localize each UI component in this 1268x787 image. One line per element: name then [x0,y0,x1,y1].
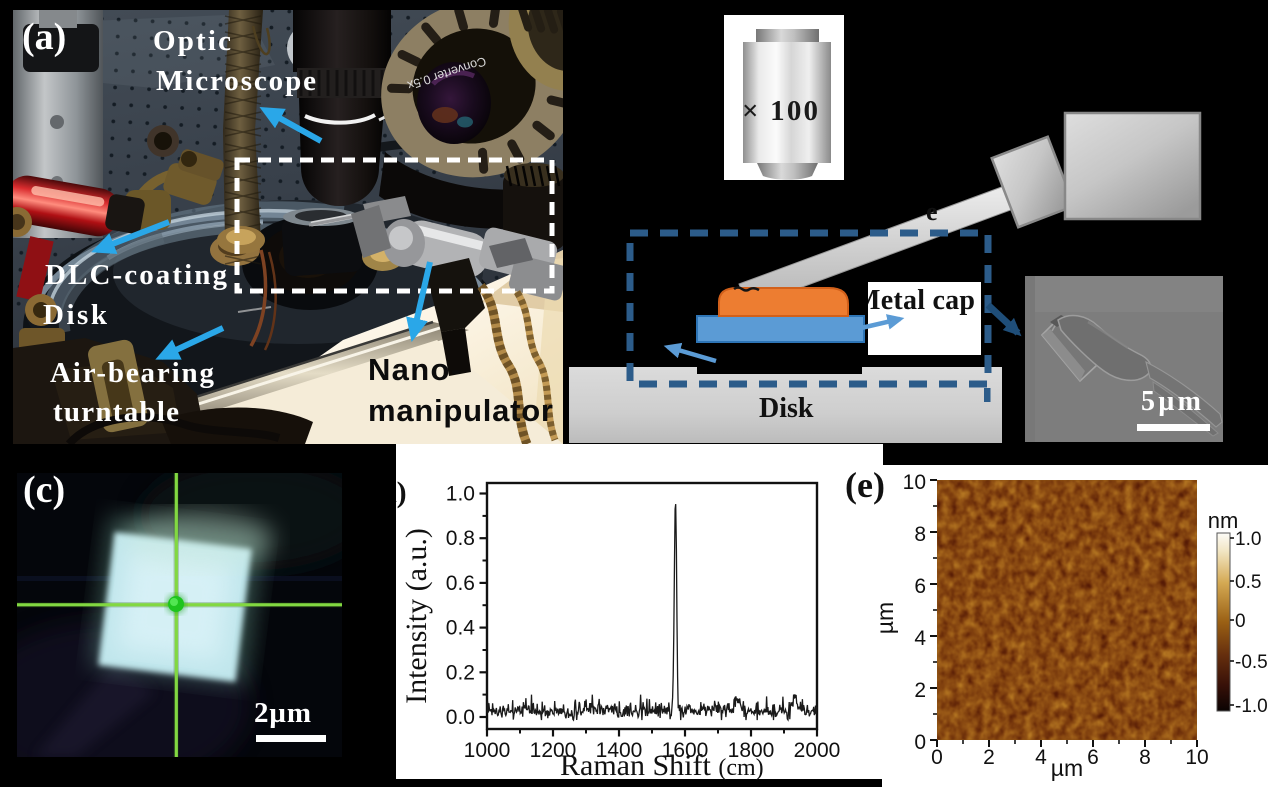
svg-text:(a): (a) [22,16,66,58]
svg-text:Air-bearing: Air-bearing [50,357,215,389]
svg-text:nm: nm [1208,508,1239,533]
svg-text:10: 10 [1185,746,1208,769]
svg-text:0.8: 0.8 [446,527,475,550]
svg-text:10: 10 [903,471,926,494]
svg-text:turntable: turntable [53,396,179,428]
svg-text:DLC-coating: DLC-coating [45,259,228,291]
svg-text:Optic: Optic [153,25,231,57]
svg-text:8: 8 [1139,746,1151,769]
svg-text:Disk: Disk [759,393,814,424]
svg-text:4: 4 [1035,746,1047,769]
svg-text:(e): (e) [845,465,885,505]
svg-text:1200: 1200 [530,739,577,762]
svg-text:e: e [926,197,938,226]
svg-text:µm: µm [872,602,898,634]
svg-text:6: 6 [1087,746,1099,769]
svg-text:0.4: 0.4 [446,617,476,640]
svg-text:0: 0 [1235,611,1246,632]
svg-text:Metal cap: Metal cap [854,285,975,316]
svg-text:5µm: 5µm [1141,386,1201,417]
svg-text:0.2: 0.2 [446,661,475,684]
svg-text:Microscope: Microscope [156,65,316,97]
svg-text:0.6: 0.6 [446,572,475,595]
svg-text:Intensity (a.u.): Intensity (a.u.) [400,528,433,704]
svg-text:manipulator: manipulator [368,393,553,428]
svg-text:0.0: 0.0 [446,706,475,729]
svg-text:-0.5: -0.5 [1235,652,1268,673]
svg-text:1.0: 1.0 [446,483,475,506]
svg-text:1000: 1000 [464,739,511,762]
svg-text:1800: 1800 [728,739,775,762]
svg-text:Raman Shift (cm): Raman Shift (cm) [560,749,764,782]
svg-text:0: 0 [914,731,926,754]
svg-text:0.5: 0.5 [1235,572,1261,593]
svg-text:1600: 1600 [662,739,709,762]
svg-text:2: 2 [983,746,995,769]
svg-text:Nano-: Nano- [368,352,461,387]
svg-text:µm: µm [1051,755,1083,781]
svg-text:0: 0 [931,746,943,769]
svg-text:6: 6 [914,575,926,598]
svg-text:× 100: × 100 [742,95,818,127]
svg-text:2: 2 [914,679,926,702]
svg-text:-1.0: -1.0 [1235,696,1268,717]
svg-text:1400: 1400 [596,739,643,762]
svg-text:8: 8 [914,523,926,546]
svg-text:1.0: 1.0 [1235,529,1261,550]
svg-text:2000: 2000 [794,739,841,762]
svg-text:4: 4 [914,627,926,650]
svg-text:2µm: 2µm [254,697,311,729]
svg-text:(c): (c) [23,469,65,511]
